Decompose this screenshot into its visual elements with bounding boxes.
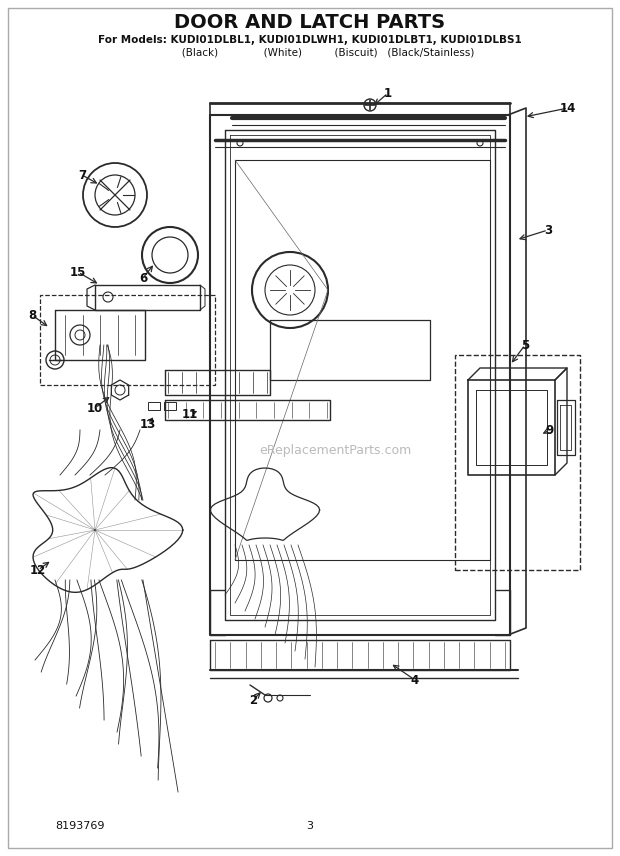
Text: 13: 13 bbox=[140, 418, 156, 431]
Text: 9: 9 bbox=[546, 424, 554, 437]
Text: 5: 5 bbox=[521, 338, 529, 352]
Text: 11: 11 bbox=[182, 407, 198, 420]
Text: 4: 4 bbox=[411, 674, 419, 687]
Text: DOOR AND LATCH PARTS: DOOR AND LATCH PARTS bbox=[174, 13, 446, 32]
Text: 3: 3 bbox=[306, 821, 314, 831]
Text: 15: 15 bbox=[70, 265, 86, 278]
Bar bbox=[148, 402, 160, 410]
Text: For Models: KUDI01DLBL1, KUDI01DLWH1, KUDI01DLBT1, KUDI01DLBS1: For Models: KUDI01DLBL1, KUDI01DLWH1, KU… bbox=[98, 35, 522, 45]
Text: 3: 3 bbox=[544, 223, 552, 236]
Text: 6: 6 bbox=[139, 271, 147, 284]
Text: 14: 14 bbox=[560, 102, 576, 115]
Bar bbox=[164, 402, 176, 410]
Text: 8193769: 8193769 bbox=[55, 821, 105, 831]
Bar bbox=[40, 295, 215, 385]
Text: eReplacementParts.com: eReplacementParts.com bbox=[259, 443, 411, 456]
Text: 7: 7 bbox=[78, 169, 86, 181]
Bar bbox=[455, 355, 580, 570]
Text: 8: 8 bbox=[28, 308, 36, 322]
Text: 10: 10 bbox=[87, 401, 103, 414]
Text: 2: 2 bbox=[249, 693, 257, 706]
Text: 1: 1 bbox=[384, 86, 392, 99]
Text: (Black)              (White)          (Biscuit)   (Black/Stainless): (Black) (White) (Biscuit) (Black/Stainle… bbox=[146, 47, 474, 57]
Text: 12: 12 bbox=[30, 563, 46, 576]
